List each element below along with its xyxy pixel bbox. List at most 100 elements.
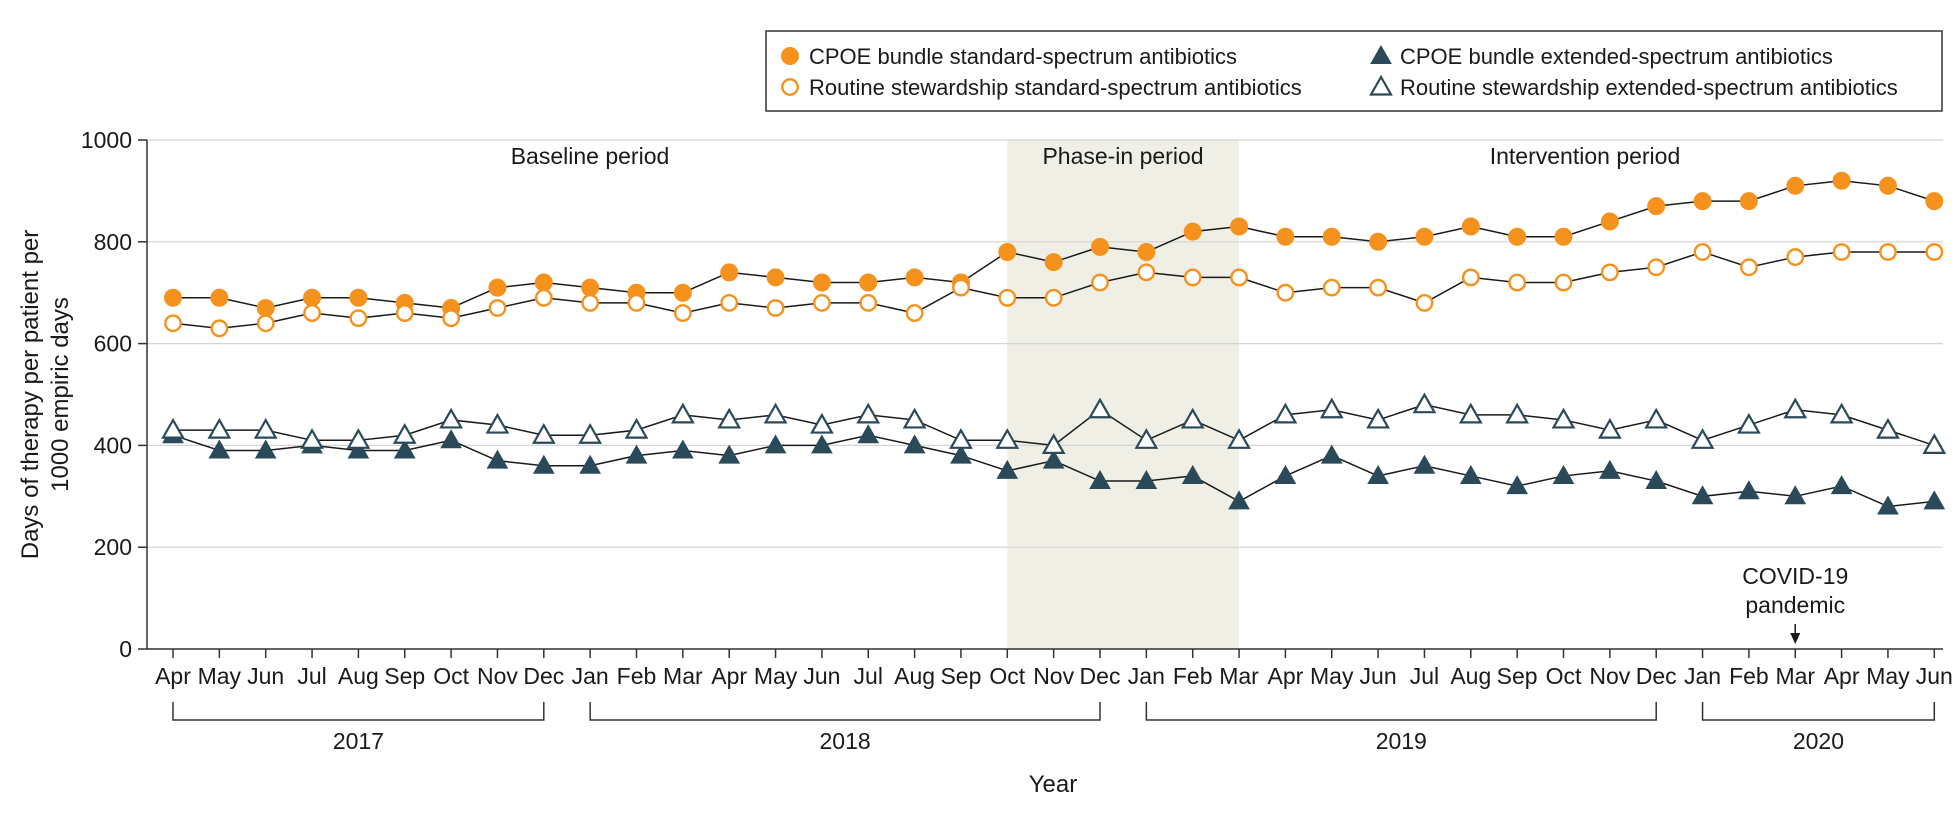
point-s2-30: [1552, 464, 1575, 484]
point-s3-27: [1412, 392, 1437, 414]
point-s3-23: [1227, 428, 1251, 449]
point-s0-0: [164, 288, 182, 307]
point-s3-4: [346, 428, 371, 449]
point-s0-27: [1415, 227, 1434, 246]
point-s1-24: [1276, 283, 1295, 302]
point-s1-21: [1137, 263, 1156, 282]
point-s3-20: [1088, 397, 1112, 419]
point-s1-7: [488, 299, 507, 317]
x-axis-title: Year: [1029, 771, 1078, 798]
x-tick-label-27: Jul: [1410, 663, 1439, 689]
year-label-2019: 2019: [1376, 728, 1427, 754]
annotation-arrow-head: [1790, 633, 1801, 644]
x-tick-label-35: Mar: [1775, 663, 1815, 689]
legend-marker-0: [781, 47, 799, 65]
point-s0-34: [1739, 192, 1758, 211]
year-label-2020: 2020: [1793, 728, 1844, 754]
point-s0-13: [766, 268, 785, 287]
point-s3-13: [763, 402, 788, 424]
period-label-2: Intervention period: [1490, 143, 1681, 169]
series-markers-2: [162, 424, 1946, 515]
point-s2-10: [625, 444, 648, 464]
x-tick-label-31: Nov: [1589, 663, 1630, 689]
x-tick-label-16: Aug: [894, 663, 935, 689]
legend-marker-1: [781, 78, 799, 96]
point-s0-4: [349, 288, 368, 307]
annotation-line-0: COVID-19: [1742, 563, 1848, 589]
x-tick-label-13: May: [754, 663, 798, 689]
x-tick-label-33: Jan: [1684, 663, 1721, 689]
y-axis: 0 200 400 600 800 1000: [81, 127, 148, 662]
x-tick-label-38: Jun: [1916, 663, 1953, 689]
x-tick-label-36: Apr: [1824, 663, 1860, 689]
legend-label-3: Routine stewardship extended-spectrum an…: [1400, 75, 1898, 100]
point-s2-33: [1691, 485, 1714, 505]
x-tick-label-32: Dec: [1636, 663, 1677, 689]
point-s3-35: [1783, 397, 1808, 419]
year-brackets: 2017 2018 2019 2020: [172, 702, 1936, 754]
point-s1-10: [627, 293, 646, 312]
y-axis-title: Days of therapy per patient per 1000 empi…: [17, 230, 74, 560]
x-tick-label-17: Sep: [940, 663, 981, 689]
point-s2-25: [1320, 444, 1343, 464]
x-tick-label-6: Oct: [433, 663, 469, 689]
point-s3-16: [902, 407, 927, 429]
point-s1-37: [1879, 243, 1897, 261]
point-s1-18: [998, 288, 1017, 307]
point-s1-28: [1461, 268, 1480, 287]
point-s0-26: [1369, 232, 1388, 251]
x-tick-label-2: Jun: [247, 663, 284, 689]
point-s2-36: [1830, 475, 1853, 495]
x-tick-label-34: Feb: [1729, 663, 1769, 689]
point-s2-27: [1413, 454, 1436, 474]
point-s1-32: [1647, 258, 1666, 277]
year-bracket-2018: [589, 702, 1101, 721]
point-s1-13: [766, 299, 785, 317]
point-s3-19: [1041, 433, 1066, 454]
point-s2-19: [1042, 449, 1065, 469]
point-s2-8: [532, 454, 555, 474]
point-s0-25: [1322, 227, 1341, 246]
point-s1-4: [349, 309, 368, 328]
point-s2-38: [1923, 490, 1946, 510]
point-s1-38: [1925, 243, 1944, 261]
point-s3-17: [949, 428, 973, 449]
point-s1-15: [859, 293, 878, 312]
x-tick-label-10: Feb: [617, 663, 657, 689]
x-tick-label-28: Aug: [1450, 663, 1491, 689]
point-s2-12: [718, 444, 741, 464]
x-tick-label-7: Nov: [477, 663, 518, 689]
x-tick-label-29: Sep: [1497, 663, 1538, 689]
legend-label-2: CPOE bundle extended-spectrum antibiotic…: [1400, 44, 1833, 69]
point-s1-17: [952, 278, 970, 297]
point-s0-29: [1508, 227, 1527, 246]
point-s0-32: [1647, 197, 1666, 216]
point-s2-23: [1228, 490, 1250, 510]
x-tick-label-20: Dec: [1080, 663, 1121, 689]
y-tick-label-800: 800: [94, 229, 132, 255]
point-s1-26: [1369, 278, 1388, 297]
point-s0-28: [1461, 217, 1480, 236]
x-tick-label-37: May: [1866, 663, 1910, 689]
point-s3-25: [1319, 397, 1344, 419]
point-s1-23: [1230, 268, 1248, 287]
year-label-2018: 2018: [819, 728, 870, 754]
x-tick-label-15: Jul: [854, 663, 883, 689]
point-s1-20: [1091, 273, 1109, 292]
point-s3-9: [578, 423, 603, 444]
x-tick-label-5: Sep: [384, 663, 425, 689]
point-s0-12: [720, 263, 739, 282]
point-s3-22: [1180, 407, 1205, 429]
point-s0-36: [1832, 171, 1851, 190]
point-s1-27: [1415, 293, 1434, 312]
point-s1-31: [1600, 263, 1619, 282]
point-s0-24: [1276, 227, 1295, 246]
point-s2-15: [857, 424, 880, 444]
x-tick-label-12: Apr: [711, 663, 747, 689]
year-bracket-2019: [1145, 702, 1657, 721]
point-s2-13: [764, 434, 787, 454]
x-tick-label-22: Feb: [1173, 663, 1213, 689]
point-s2-24: [1274, 464, 1297, 484]
point-s1-14: [813, 293, 831, 312]
